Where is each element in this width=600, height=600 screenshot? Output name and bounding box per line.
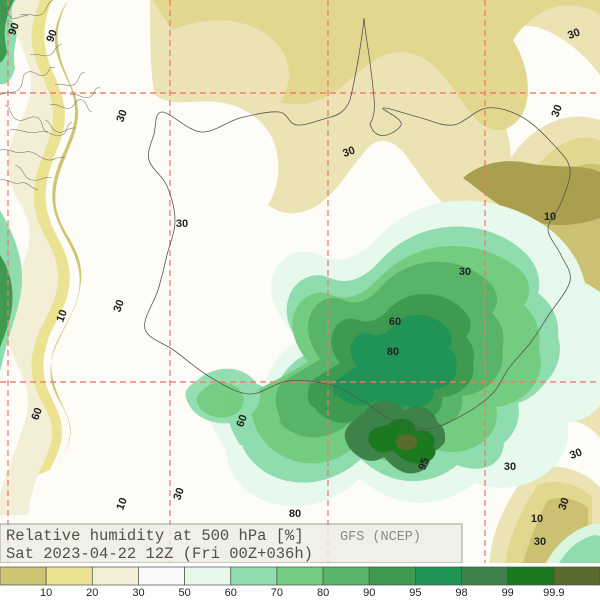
svg-text:90: 90 bbox=[363, 587, 375, 599]
svg-text:10: 10 bbox=[544, 211, 556, 223]
svg-text:30: 30 bbox=[459, 266, 471, 278]
svg-text:50: 50 bbox=[178, 587, 190, 599]
svg-text:95: 95 bbox=[409, 587, 421, 599]
svg-text:30: 30 bbox=[176, 218, 188, 230]
svg-text:80: 80 bbox=[387, 346, 399, 358]
svg-text:Sat 2023-04-22 12Z (Fri 00Z+03: Sat 2023-04-22 12Z (Fri 00Z+036h) bbox=[6, 545, 313, 563]
svg-text:30: 30 bbox=[534, 536, 546, 548]
svg-text:80: 80 bbox=[289, 508, 301, 520]
svg-text:10: 10 bbox=[40, 587, 52, 599]
svg-text:10: 10 bbox=[531, 513, 543, 525]
svg-text:70: 70 bbox=[271, 587, 283, 599]
svg-text:60: 60 bbox=[389, 316, 401, 328]
svg-text:30: 30 bbox=[132, 587, 144, 599]
svg-text:30: 30 bbox=[504, 461, 516, 473]
svg-text:60: 60 bbox=[225, 587, 237, 599]
svg-text:GFS (NCEP): GFS (NCEP) bbox=[340, 530, 421, 545]
svg-text:20: 20 bbox=[86, 587, 98, 599]
svg-text:99: 99 bbox=[502, 587, 514, 599]
svg-text:98: 98 bbox=[455, 587, 467, 599]
svg-text:Relative humidity at 500 hPa [: Relative humidity at 500 hPa [%] bbox=[6, 527, 304, 545]
svg-text:99.9: 99.9 bbox=[543, 587, 564, 599]
svg-text:80: 80 bbox=[317, 587, 329, 599]
